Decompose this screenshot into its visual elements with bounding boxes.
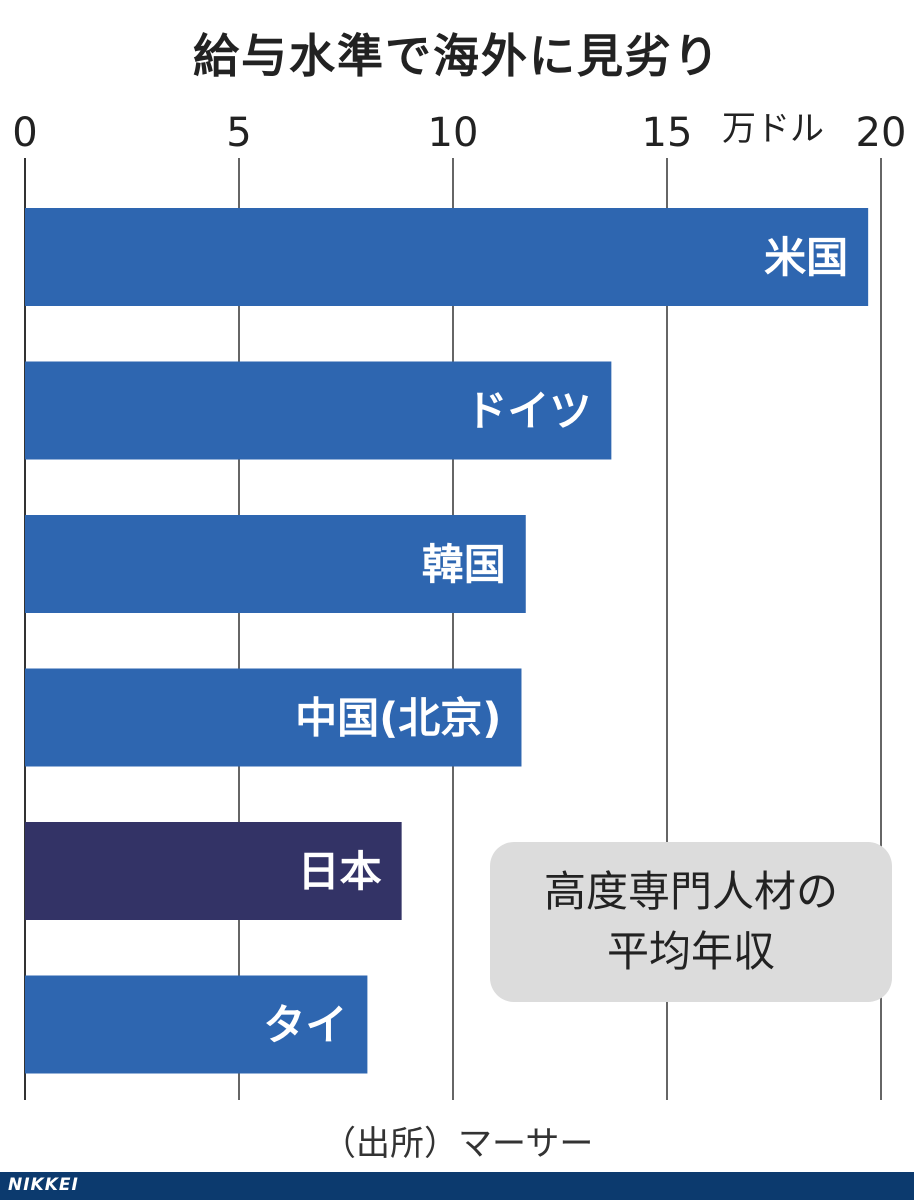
note-line-2: 平均年収 (606, 927, 775, 976)
bar-label-1: ドイツ (465, 387, 591, 436)
source-note: （出所）マーサー (322, 1124, 594, 1164)
chart-note: 高度専門人材の 平均年収 (490, 842, 892, 1002)
bar-1 (25, 361, 612, 460)
footer-bar: NIKKEI (0, 1172, 914, 1200)
x-tick-label-20: 20 (856, 110, 907, 156)
bar-2 (25, 515, 526, 613)
x-tick-label-15: 15 (642, 110, 693, 156)
note-line-1: 高度専門人材の (543, 867, 838, 916)
x-unit-label: 万ドル (722, 109, 824, 149)
bar-5 (25, 975, 368, 1074)
bar-0 (25, 208, 869, 306)
x-tick-label-0: 0 (12, 110, 37, 156)
bar-3 (25, 668, 522, 767)
bar-label-2: 韓国 (422, 540, 506, 589)
x-tick-label-5: 5 (226, 110, 251, 156)
bar-label-5: タイ (263, 1001, 347, 1050)
chart-title: 給与水準で海外に見劣り (193, 29, 721, 83)
bar-label-0: 米国 (764, 233, 848, 282)
bar-label-4: 日本 (298, 847, 382, 896)
bar-label-3: 中国(北京) (295, 694, 501, 743)
brand-logo: NIKKEI (8, 1175, 79, 1195)
bar-4 (25, 822, 402, 920)
x-tick-label-10: 10 (428, 110, 479, 156)
